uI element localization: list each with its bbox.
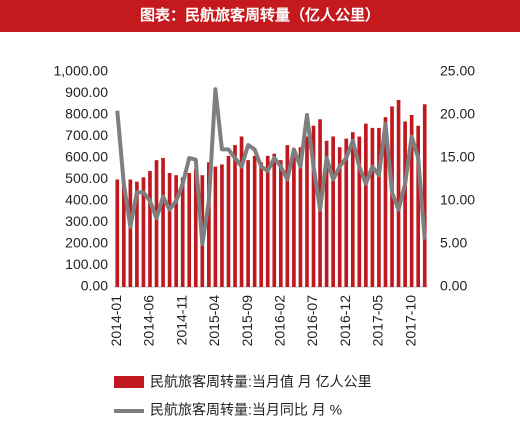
bar	[377, 127, 381, 288]
y2-tick-label: 20.00	[440, 106, 475, 122]
x-tick-label: 2016-02	[272, 295, 288, 347]
bar	[167, 173, 172, 287]
bar	[207, 162, 211, 287]
bar	[344, 138, 349, 287]
y2-tick-label: 10.00	[440, 192, 475, 208]
bar	[128, 179, 133, 287]
chart-title: 图表：民航旅客周转量（亿人公里）	[140, 6, 380, 24]
y-tick-label: 600.00	[65, 149, 108, 165]
bar	[174, 175, 178, 287]
y2-tick-label: 25.00	[440, 63, 475, 79]
y-tick-label: 400.00	[65, 192, 108, 208]
bar	[246, 160, 250, 287]
x-tick-label: 2015-04	[206, 295, 222, 347]
x-tick-label: 2015-09	[239, 295, 255, 347]
bar	[161, 158, 165, 287]
bar	[259, 162, 264, 287]
bar	[416, 125, 421, 287]
bar	[278, 160, 283, 287]
bar	[370, 127, 375, 288]
bar	[409, 115, 414, 287]
y-tick-label: 500.00	[65, 170, 108, 186]
y-tick-label: 700.00	[65, 127, 108, 143]
bar	[187, 173, 192, 287]
bar	[311, 125, 316, 287]
y2-tick-label: 5.00	[440, 235, 467, 251]
bar	[331, 136, 335, 287]
line	[115, 87, 427, 246]
bar	[148, 170, 152, 287]
bar	[141, 177, 146, 287]
bar	[422, 104, 427, 287]
bar	[265, 155, 270, 287]
bar	[364, 123, 368, 287]
bar	[298, 147, 303, 287]
bar	[213, 166, 218, 287]
y-tick-label: 300.00	[65, 213, 108, 229]
bar	[252, 155, 257, 287]
y-tick-label: 1,000.00	[54, 63, 109, 79]
bar	[292, 149, 296, 287]
bar	[193, 168, 198, 287]
x-tick-label: 2014-01	[108, 295, 124, 347]
y2-tick-label: 15.00	[440, 149, 475, 165]
bar	[350, 132, 355, 287]
bar	[383, 117, 388, 288]
bar	[357, 136, 362, 287]
bar	[396, 99, 401, 287]
bar	[324, 140, 329, 287]
bar	[285, 145, 290, 287]
bar	[180, 177, 185, 287]
x-tick-label: 2017-10	[402, 295, 418, 347]
x-tick-label: 2014-06	[141, 295, 157, 347]
y-tick-label: 200.00	[65, 235, 108, 251]
bar	[403, 121, 407, 287]
x-tick-label: 2016-12	[337, 295, 353, 347]
legend-label: 民航旅客周转量:当月同比 月 %	[150, 402, 342, 418]
y-tick-label: 900.00	[65, 84, 108, 100]
bar	[220, 164, 224, 287]
y2-tick-label: 0.00	[440, 278, 467, 294]
bar	[239, 136, 244, 287]
legend-swatch	[114, 376, 144, 388]
legend-label: 民航旅客周转量:当月值 月 亿人公里	[150, 374, 372, 390]
bar	[115, 179, 120, 287]
bar	[226, 155, 231, 287]
x-tick-label: 2017-05	[370, 295, 386, 347]
bar	[305, 136, 309, 287]
bar	[233, 145, 237, 287]
bar	[121, 183, 126, 287]
bar	[272, 153, 277, 287]
bar	[135, 181, 139, 287]
y-tick-label: 800.00	[65, 106, 108, 122]
y-tick-label: 0.00	[81, 278, 108, 294]
title-banner	[0, 0, 520, 32]
bar	[337, 147, 342, 287]
x-tick-label: 2016-07	[304, 295, 320, 347]
y-tick-label: 100.00	[65, 256, 108, 272]
bar	[154, 160, 159, 287]
x-tick-label: 2014-11	[173, 295, 189, 346]
